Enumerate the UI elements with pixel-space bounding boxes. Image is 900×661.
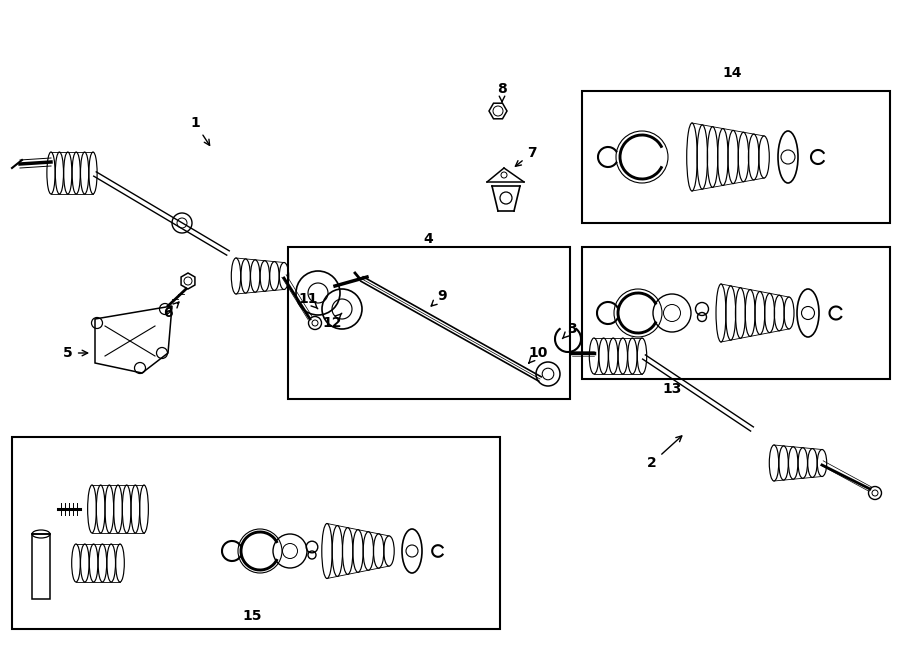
Text: 15: 15	[242, 609, 262, 623]
Text: 4: 4	[423, 232, 433, 246]
Text: 1: 1	[190, 116, 210, 145]
Bar	[32, 534, 50, 599]
Text: 11: 11	[298, 292, 318, 309]
Text: 3: 3	[562, 322, 577, 338]
Text: 13: 13	[662, 382, 681, 396]
Text: 2: 2	[647, 436, 682, 470]
Bar	[582, 91, 890, 223]
Text: 14: 14	[722, 66, 742, 80]
Text: 12: 12	[322, 313, 342, 330]
Bar	[288, 247, 570, 399]
Bar	[582, 247, 890, 379]
Text: 6: 6	[163, 302, 179, 320]
Text: 5: 5	[63, 346, 87, 360]
Text: 7: 7	[516, 146, 536, 167]
Text: 10: 10	[528, 346, 548, 363]
Text: 9: 9	[431, 289, 446, 306]
Bar	[12, 437, 500, 629]
Text: 8: 8	[497, 82, 507, 102]
